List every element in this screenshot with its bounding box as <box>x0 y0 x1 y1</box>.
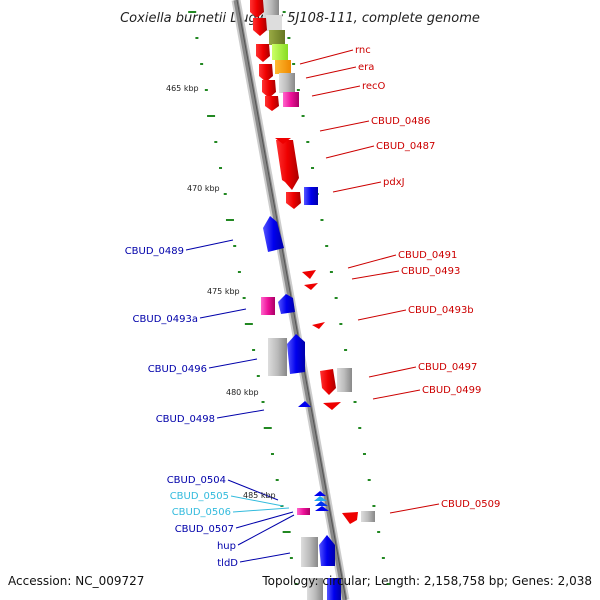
leader-line <box>235 511 294 529</box>
gene-arrow-reco <box>262 80 276 98</box>
leader-line <box>372 389 421 400</box>
gene-arrow-cbud0499 <box>323 402 341 410</box>
gene-block-top-gray-1 <box>263 0 279 18</box>
gene-label-cbud0498: CBUD_0498 <box>156 414 215 425</box>
gene-block-bottom-blue <box>327 578 341 600</box>
gene-arrow-cbud0493 <box>304 283 318 290</box>
gene-arrow-cbud0489 <box>263 216 284 252</box>
left-gene-labels: CBUD_0489 CBUD_0493a CBUD_0496 CBUD_0498… <box>125 246 239 569</box>
gene-block-cbud0497-gray <box>337 368 352 392</box>
reverse-strand-genes <box>263 0 375 524</box>
gene-label-cbud0504: CBUD_0504 <box>167 475 226 486</box>
gene-arrow-cbud0496-blue <box>287 334 305 374</box>
gene-label-cbud0497: CBUD_0497 <box>418 362 477 373</box>
gene-arrow-tldd-blue <box>319 535 335 566</box>
gene-block-cbud0493a-pink <box>261 297 275 315</box>
leader-line <box>325 145 375 159</box>
gene-block-cbud0496-gray <box>268 338 287 376</box>
gene-arrow-cbud0493a-blue <box>278 294 295 314</box>
kbp-label-465: 465 kbp <box>166 84 199 93</box>
gene-arrow-cbud0487 <box>276 140 299 190</box>
gene-label-cbud0506: CBUD_0506 <box>172 507 231 518</box>
leader-line <box>368 366 417 378</box>
gene-arrow-top-red-2 <box>253 18 267 36</box>
kbp-label-480: 480 kbp <box>226 388 259 397</box>
forward-strand-genes <box>250 0 341 600</box>
kbp-label-475: 475 kbp <box>207 287 240 296</box>
gene-label-hup: hup <box>217 541 236 552</box>
gene-label-era: era <box>358 62 374 73</box>
gene-label-cbud0509: CBUD_0509 <box>441 499 500 510</box>
leader-line <box>239 552 291 563</box>
leader-line <box>299 49 354 65</box>
gene-arrow-cbud0498 <box>298 401 311 407</box>
gene-arrow-top-red-1 <box>250 0 264 18</box>
gene-block-pdxj-blue <box>304 187 318 205</box>
gene-block-gray <box>279 73 295 93</box>
gene-label-pdxj: pdxJ <box>383 177 405 188</box>
gene-label-tldd: tldD <box>217 558 238 569</box>
gene-block-hup-pink <box>297 508 310 515</box>
gene-label-cbud0493b: CBUD_0493b <box>408 305 474 316</box>
topology-text: Topology: circular; Length: 2,158,758 bp… <box>261 574 592 588</box>
leader-line <box>227 479 279 501</box>
gene-label-cbud0496: CBUD_0496 <box>148 364 207 375</box>
gene-block-cbud0509-gray <box>361 511 375 522</box>
gene-block-olive <box>269 30 285 45</box>
gene-arrow-cbud0505 <box>314 496 327 501</box>
leader-line <box>332 181 382 193</box>
gene-arrow-era <box>259 64 273 82</box>
gene-arrow-rnc <box>256 44 270 62</box>
leader-line <box>232 507 290 513</box>
leader-line <box>389 503 440 514</box>
leader-line <box>319 120 370 132</box>
gene-label-cbud0499: CBUD_0499 <box>422 385 481 396</box>
kbp-label-470: 470 kbp <box>187 184 220 193</box>
gene-label-cbud0487: CBUD_0487 <box>376 141 435 152</box>
leader-line <box>237 514 295 546</box>
leader-line <box>357 309 407 321</box>
label-leader-lines <box>185 49 440 563</box>
leader-line <box>305 66 357 79</box>
gene-label-rnc: rnc <box>355 45 371 56</box>
gene-arrow-cbud0507 <box>315 506 329 511</box>
leader-line <box>208 358 258 369</box>
accession-text: Accession: NC_009727 <box>8 574 144 588</box>
gene-label-cbud0493: CBUD_0493 <box>401 266 460 277</box>
gene-label-cbud0486: CBUD_0486 <box>371 116 430 127</box>
leader-line <box>311 85 361 97</box>
gene-arrow-cbud0491 <box>302 270 316 279</box>
gene-arrow-pdxj-red <box>286 192 301 209</box>
gene-block-tldd-gray <box>301 537 318 567</box>
gene-label-cbud0505: CBUD_0505 <box>170 491 229 502</box>
gene-label-reco: recO <box>362 81 386 92</box>
gene-arrow-cbud0506 <box>315 501 328 506</box>
gene-label-cbud0491: CBUD_0491 <box>398 250 457 261</box>
kbp-label-485: 485 kbp <box>243 491 276 500</box>
gene-block-top-gray-2 <box>266 15 282 31</box>
gene-label-cbud0489: CBUD_0489 <box>125 246 184 257</box>
right-gene-labels: rnc era recO CBUD_0486 CBUD_0487 pdxJ CB… <box>355 45 500 510</box>
kbp-markers: 465 kbp 470 kbp 475 kbp 480 kbp 485 kbp <box>166 84 276 500</box>
gene-arrow-red-5 <box>265 96 279 111</box>
gene-block-lime <box>272 44 288 60</box>
leader-line <box>216 409 265 419</box>
gene-arrow-cbud0509 <box>342 512 358 524</box>
gene-block-pink-reco <box>283 92 299 107</box>
gene-arrow-cbud0504 <box>314 491 326 496</box>
gene-block-orange <box>275 60 291 74</box>
leader-line <box>185 239 234 251</box>
leader-line <box>199 308 247 319</box>
gene-label-cbud0493a: CBUD_0493a <box>133 314 198 325</box>
leader-line <box>230 495 284 507</box>
gene-label-cbud0507: CBUD_0507 <box>175 524 234 535</box>
gene-arrow-cbud0497 <box>320 369 336 395</box>
map-title: Coxiella burnetii Dugway 5J108-111, comp… <box>120 11 480 26</box>
gene-arrow-cbud0486-small <box>275 138 291 144</box>
gene-block-bottom-gray <box>307 578 323 600</box>
leader-line <box>347 254 397 269</box>
leader-line <box>351 270 400 280</box>
gene-arrow-cbud0493b <box>312 322 325 329</box>
